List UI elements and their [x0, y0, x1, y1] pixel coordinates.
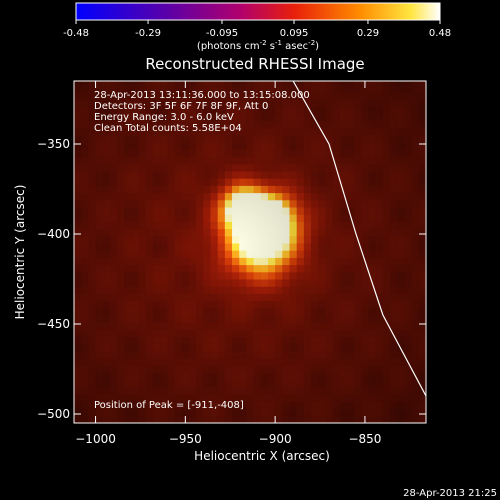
- annotation-line: Energy Range: 3.0 - 6.0 keV: [94, 112, 234, 123]
- solar-limb-line: [292, 81, 426, 397]
- colorbar-tick-label: 0.095: [280, 28, 309, 39]
- x-axis-ticks: −1000 −950 −900 −850: [75, 81, 381, 446]
- y-tick-label: −450: [37, 317, 70, 331]
- annotation-line: Clean Total counts: 5.58E+04: [94, 123, 242, 134]
- y-tick-label: −350: [37, 137, 70, 151]
- y-tick-label: −400: [37, 227, 70, 241]
- colorbar: [75, 2, 441, 21]
- y-axis-ticks: −350 −400 −450 −500: [37, 137, 426, 421]
- x-tick-label: −850: [348, 432, 381, 446]
- colorbar-tick-label: -0.095: [206, 28, 238, 39]
- colorbar-tick-label: 0.48: [429, 28, 451, 39]
- plot-frame: [73, 80, 427, 424]
- y-axis-label: Heliocentric Y (arcsec): [13, 185, 27, 320]
- x-tick-label: −900: [259, 432, 292, 446]
- x-tick-label: −950: [169, 432, 202, 446]
- colorbar-tick-label: 0.29: [357, 28, 379, 39]
- annotation-line: Detectors: 3F 5F 6F 7F 8F 9F, Att 0: [94, 101, 268, 112]
- annotation-line: 28-Apr-2013 13:11:36.000 to 13:15:08.000: [94, 90, 310, 101]
- annotation-block: 28-Apr-2013 13:11:36.000 to 13:15:08.000…: [94, 90, 310, 134]
- x-tick-label: −1000: [75, 432, 116, 446]
- heatmap-image: [74, 81, 426, 423]
- y-tick-label: −500: [37, 407, 70, 421]
- colorbar-tick-label: -0.29: [135, 28, 161, 39]
- timestamp: 28-Apr-2013 21:25: [403, 488, 497, 499]
- chart-title: Reconstructed RHESSI Image: [145, 55, 364, 73]
- colorbar-ticks: -0.48 -0.29 -0.095 0.095 0.29 0.48: [63, 20, 451, 39]
- x-axis-label: Heliocentric X (arcsec): [194, 449, 330, 463]
- peak-position-label: Position of Peak = [-911,-408]: [94, 400, 244, 411]
- colorbar-tick-label: -0.48: [63, 28, 89, 39]
- colorbar-label: (photons cm-2 s-1 asec-2): [197, 39, 319, 52]
